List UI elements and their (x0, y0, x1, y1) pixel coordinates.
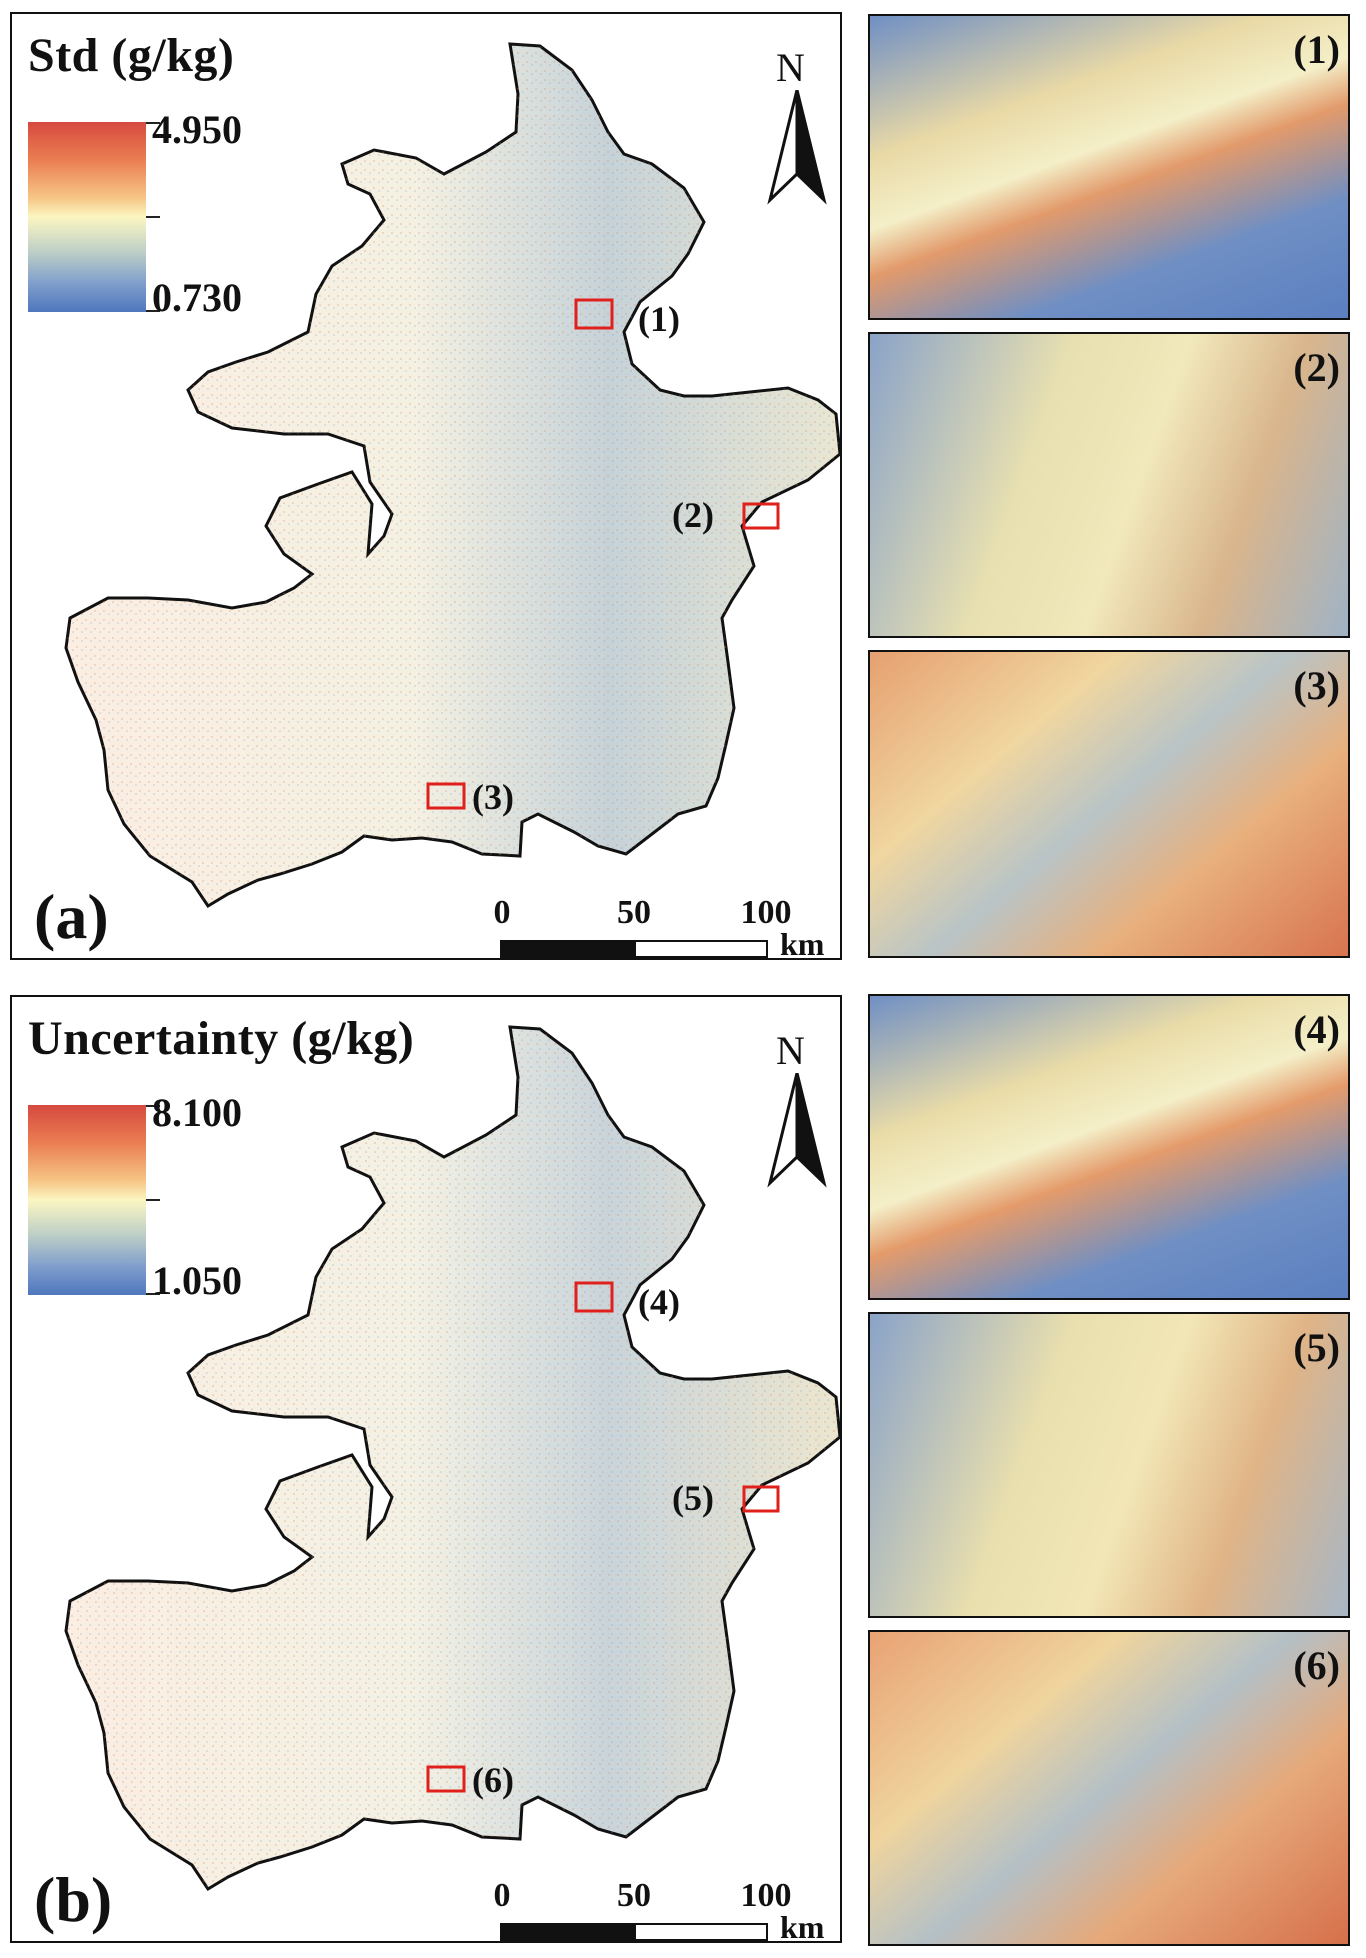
map-panel-b: Uncertainty (g/kg) 8.100 1.050 N (4) (5)… (10, 995, 842, 1943)
colorbar (28, 122, 146, 312)
study-box-3 (426, 782, 466, 810)
region-map-b (64, 1025, 840, 1892)
colorbar-tick-top (146, 122, 160, 124)
colorbar-tick-top (146, 1105, 160, 1107)
scale-bar-black (500, 1923, 636, 1941)
inset-label-1: (1) (1293, 27, 1340, 72)
inset-label-3: (3) (1293, 663, 1340, 708)
colorbar-max-label: 4.950 (152, 107, 242, 152)
north-arrow-icon (767, 90, 827, 205)
colorbar-max-label: 8.100 (152, 1090, 242, 1135)
box-label-3: (3) (472, 777, 514, 817)
box-label-2: (2) (672, 495, 714, 535)
region-map-a (64, 42, 840, 909)
study-box-6 (426, 1765, 466, 1793)
map-panel-a: Std (g/kg) 4.950 0.730 N (1) (2) (3) (a)… (10, 12, 842, 960)
colorbar (28, 1105, 146, 1295)
scale-unit: km (780, 926, 825, 960)
inset-5: (5) (868, 1312, 1350, 1618)
scale-bar-black (500, 940, 636, 958)
study-box-5 (742, 1485, 780, 1513)
scale-label-100: 100 (740, 894, 792, 931)
study-box-2 (742, 502, 780, 530)
scale-unit: km (780, 1909, 825, 1943)
scale-bar: 0 50 100 km (494, 894, 824, 958)
colorbar-tick-bottom (146, 310, 160, 312)
inset-6: (6) (868, 1630, 1350, 1946)
scale-label-50: 50 (617, 894, 651, 931)
inset-label-5: (5) (1293, 1325, 1340, 1370)
scale-bar: 0 50 100 km (494, 1877, 824, 1941)
inset-1: (1) (868, 14, 1350, 320)
scale-label-0: 0 (493, 894, 511, 931)
scale-bar-white (634, 940, 768, 958)
box-label-5: (5) (672, 1478, 714, 1518)
region-texture (66, 1027, 840, 1889)
colorbar-min-label: 0.730 (152, 275, 242, 320)
scale-label-0: 0 (493, 1877, 511, 1914)
panel-title: Uncertainty (g/kg) (28, 1012, 415, 1065)
inset-label-6: (6) (1293, 1643, 1340, 1688)
panel-title: Std (g/kg) (28, 29, 235, 82)
panel-letter: (b) (34, 1864, 113, 1935)
inset-2: (2) (868, 332, 1350, 638)
study-box-1 (574, 298, 614, 330)
colorbar-tick-mid (146, 216, 160, 218)
inset-4: (4) (868, 994, 1350, 1300)
scale-label-100: 100 (740, 1877, 792, 1914)
box-label-6: (6) (472, 1760, 514, 1800)
inset-label-4: (4) (1293, 1007, 1340, 1052)
colorbar-tick-mid (146, 1199, 160, 1201)
inset-label-2: (2) (1293, 345, 1340, 390)
panel-letter: (a) (34, 881, 109, 952)
inset-3: (3) (868, 650, 1350, 958)
north-label: N (776, 45, 805, 90)
colorbar-min-label: 1.050 (152, 1258, 242, 1303)
north-arrow: N (762, 44, 832, 205)
north-arrow: N (762, 1027, 832, 1188)
box-label-4: (4) (638, 1282, 680, 1322)
north-label: N (776, 1028, 805, 1073)
scale-label-50: 50 (617, 1877, 651, 1914)
colorbar-tick-bottom (146, 1293, 160, 1295)
box-label-1: (1) (638, 299, 680, 339)
region-texture (66, 44, 840, 906)
scale-bar-white (634, 1923, 768, 1941)
north-arrow-icon (767, 1073, 827, 1188)
study-box-4 (574, 1281, 614, 1313)
